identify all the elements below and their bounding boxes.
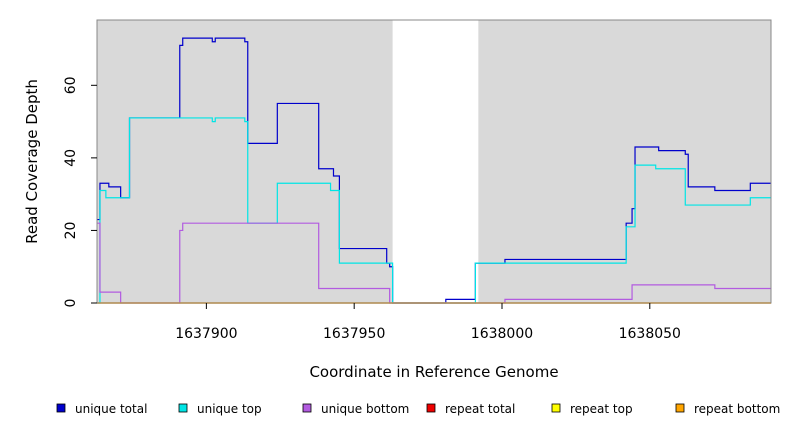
y-tick-label: 60 bbox=[63, 76, 79, 94]
legend-label: unique bottom bbox=[321, 402, 409, 416]
covered-region-0 bbox=[97, 20, 393, 303]
plot-frame bbox=[96, 19, 772, 304]
y-tick-label: 0 bbox=[63, 299, 79, 308]
series-line-unique-top bbox=[97, 117, 771, 304]
legend-swatch bbox=[56, 403, 66, 413]
legend-label: repeat total bbox=[445, 402, 515, 416]
legend-label: unique top bbox=[197, 402, 262, 416]
legend-label: repeat top bbox=[570, 402, 633, 416]
series-line-unique-total bbox=[97, 37, 771, 304]
legend-swatch bbox=[178, 403, 188, 413]
x-tick-label: 1638000 bbox=[471, 326, 533, 342]
legend-label: repeat bottom bbox=[694, 402, 780, 416]
x-axis: 1637900 1637950 1638000 1638050 bbox=[175, 303, 681, 342]
x-tick-label: 1637950 bbox=[323, 326, 385, 342]
y-axis-label: Read Coverage Depth bbox=[23, 79, 41, 244]
y-axis: 0 20 40 60 bbox=[63, 76, 97, 307]
legend-swatch bbox=[675, 403, 685, 413]
legend-swatch bbox=[551, 403, 561, 413]
legend-swatch bbox=[302, 403, 312, 413]
legend-swatch bbox=[426, 403, 436, 413]
x-tick-label: 1637900 bbox=[175, 326, 237, 342]
legend-label: unique total bbox=[75, 402, 147, 416]
plot-background bbox=[97, 20, 771, 303]
legend: unique total unique top unique bottom repea… bbox=[56, 402, 780, 416]
covered-region-1 bbox=[478, 20, 771, 303]
x-tick-label: 1638050 bbox=[619, 326, 681, 342]
series-line-unique-bottom bbox=[97, 222, 771, 304]
y-tick-label: 20 bbox=[63, 222, 79, 240]
x-axis-label: Coordinate in Reference Genome bbox=[309, 363, 558, 381]
y-tick-label: 40 bbox=[63, 149, 79, 167]
